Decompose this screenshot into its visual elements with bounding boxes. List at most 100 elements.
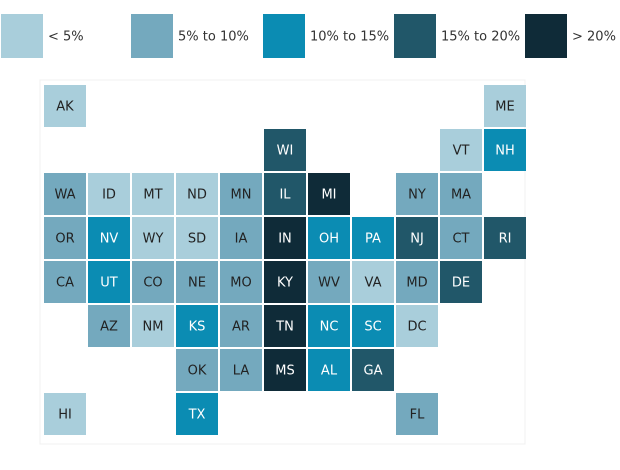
- state-tile: [132, 261, 174, 303]
- state-tile: [176, 349, 218, 391]
- state-label: WI: [277, 144, 294, 159]
- state-label: TX: [188, 408, 206, 423]
- state-label: MI: [321, 188, 336, 203]
- state-label: AZ: [100, 320, 118, 335]
- legend-swatch: [263, 14, 305, 58]
- state-tile: [44, 261, 86, 303]
- state-tile: [308, 217, 350, 259]
- state-tile: [264, 217, 306, 259]
- state-label: ME: [495, 100, 514, 115]
- state-tile: [396, 393, 438, 435]
- state-label: HI: [58, 408, 72, 423]
- state-tile: [176, 173, 218, 215]
- state-label: WV: [318, 276, 340, 291]
- state-label: ID: [102, 188, 116, 203]
- state-label: MN: [231, 188, 252, 203]
- state-tile: [176, 261, 218, 303]
- state-label: KY: [277, 276, 293, 291]
- state-tile: [484, 129, 526, 171]
- legend-swatch: [394, 14, 436, 58]
- state-tile: [440, 217, 482, 259]
- state-label: DC: [407, 320, 426, 335]
- state-tile: [220, 173, 262, 215]
- state-tile: [176, 305, 218, 347]
- state-tile: [44, 217, 86, 259]
- state-tile: [44, 173, 86, 215]
- state-label: OK: [188, 364, 207, 379]
- legend-label: < 5%: [48, 30, 84, 45]
- state-label: DE: [452, 276, 470, 291]
- state-tile: [220, 217, 262, 259]
- state-tile: [440, 261, 482, 303]
- state-tile: [176, 217, 218, 259]
- legend-label: 15% to 20%: [441, 30, 520, 45]
- state-tile: [88, 173, 130, 215]
- state-label: AK: [56, 100, 74, 115]
- state-label: NH: [495, 144, 515, 159]
- map-frame: [39, 79, 526, 445]
- state-tile: [352, 261, 394, 303]
- legend-label: 5% to 10%: [178, 30, 249, 45]
- state-label: SC: [364, 320, 381, 335]
- state-label: ND: [187, 188, 207, 203]
- state-tile: [484, 85, 526, 127]
- state-label: AR: [232, 320, 250, 335]
- state-label: PA: [365, 232, 381, 247]
- state-label: KS: [189, 320, 206, 335]
- state-label: MO: [230, 276, 251, 291]
- state-label: FL: [410, 408, 425, 423]
- state-tile: [440, 173, 482, 215]
- legend-swatch: [131, 14, 173, 58]
- state-label: CA: [56, 276, 74, 291]
- state-label: CO: [143, 276, 162, 291]
- state-label: WA: [54, 188, 75, 203]
- state-tile: [220, 261, 262, 303]
- state-label: TN: [275, 320, 294, 335]
- state-tile: [132, 173, 174, 215]
- state-tile: [44, 85, 86, 127]
- state-label: GA: [364, 364, 383, 379]
- state-label: NV: [100, 232, 119, 247]
- state-tile: [88, 305, 130, 347]
- state-tile: [352, 349, 394, 391]
- state-label: NC: [320, 320, 339, 335]
- state-label: NE: [188, 276, 206, 291]
- state-tile: [264, 129, 306, 171]
- state-label: AL: [321, 364, 338, 379]
- state-tile: [220, 349, 262, 391]
- state-tile: [264, 349, 306, 391]
- state-tile: [484, 217, 526, 259]
- state-tile: [396, 217, 438, 259]
- state-label: OH: [319, 232, 339, 247]
- state-label: MD: [406, 276, 427, 291]
- state-tile: [220, 305, 262, 347]
- state-tile: [396, 305, 438, 347]
- state-label: SD: [188, 232, 206, 247]
- state-label: WY: [143, 232, 164, 247]
- state-tile: [396, 261, 438, 303]
- state-label: UT: [100, 276, 118, 291]
- state-label: RI: [499, 232, 512, 247]
- legend-label: 10% to 15%: [310, 30, 389, 45]
- state-label: IA: [235, 232, 248, 247]
- state-tile: [88, 261, 130, 303]
- state-tile: [132, 305, 174, 347]
- legend-swatch: [525, 14, 567, 58]
- state-tile: [264, 305, 306, 347]
- legend-swatch: [1, 14, 43, 58]
- state-label: VA: [365, 276, 382, 291]
- state-label: NM: [143, 320, 164, 335]
- state-tile: [88, 217, 130, 259]
- state-tile: [396, 173, 438, 215]
- state-tile: [308, 349, 350, 391]
- state-label: VT: [453, 144, 470, 159]
- state-label: MS: [275, 364, 294, 379]
- state-label: MA: [451, 188, 471, 203]
- state-tile: [264, 261, 306, 303]
- state-tile: [132, 217, 174, 259]
- state-tile: [308, 261, 350, 303]
- state-tile: [308, 305, 350, 347]
- state-label: MT: [143, 188, 162, 203]
- state-label: LA: [233, 364, 250, 379]
